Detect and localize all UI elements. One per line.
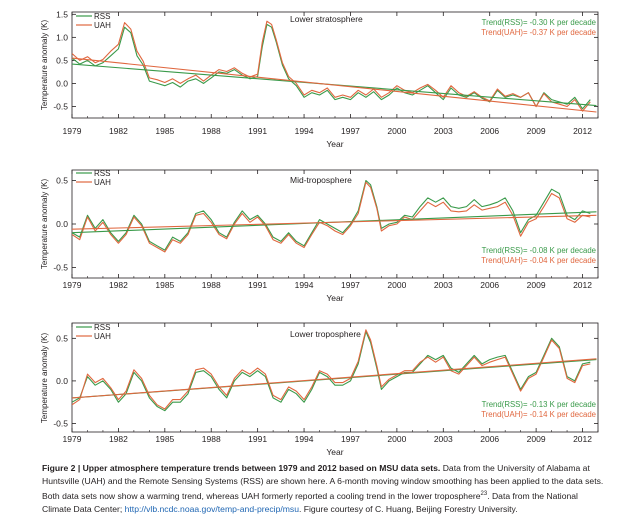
x-tick-label: 1991 (248, 434, 267, 444)
x-tick-label: 1997 (341, 280, 360, 290)
x-tick-label: 2003 (434, 126, 453, 136)
x-tick-label: 2003 (434, 280, 453, 290)
y-axis-label: Temperature anomaly (K) (40, 333, 49, 424)
legend-label-rss: RSS (94, 12, 110, 21)
x-tick-label: 1991 (248, 126, 267, 136)
caption-link[interactable]: http://vlb.ncdc.noaa.gov/temp-and-precip… (124, 503, 299, 514)
y-axis-label: Temperature anomaly (K) (40, 179, 49, 270)
y-tick-label: -0.5 (53, 418, 68, 428)
trend-annotation-rss: Trend(RSS)= -0.30 K per decade (482, 18, 596, 27)
y-tick-label: -0.5 (53, 101, 68, 111)
series-line-uah (72, 181, 591, 253)
chart-panel-2: -0.5 0.0 0.5 1979 1982 1985 1988 1991 1994 1997 20… (40, 169, 599, 303)
panel-title: Mid-troposphere (290, 175, 352, 185)
trend-annotation-uah: Trend(UAH)= -0.37 K per decade (481, 28, 596, 37)
trend-annotation-uah: Trend(UAH)= -0.04 K per decade (481, 256, 596, 265)
x-tick-label: 1985 (155, 280, 174, 290)
x-tick-label: 1988 (202, 434, 221, 444)
x-tick-label: 2012 (573, 434, 592, 444)
caption-label: Figure 2 | Upper atmosphere temperature … (42, 463, 441, 473)
legend-label-rss: RSS (94, 169, 110, 178)
y-tick-label: 0.5 (56, 175, 68, 185)
x-tick-label: 1997 (341, 126, 360, 136)
trend-annotation-rss: Trend(RSS)= -0.13 K per decade (482, 400, 596, 409)
y-tick-label: 0.0 (56, 376, 68, 386)
x-tick-label: 1991 (248, 280, 267, 290)
x-tick-label: 1988 (202, 280, 221, 290)
x-tick-label: 1994 (295, 280, 314, 290)
series-line-rss (72, 330, 591, 412)
y-axis-label: Temperature anomaly (K) (40, 20, 49, 111)
x-tick-label: 2006 (480, 280, 499, 290)
x-tick-label: 1979 (63, 434, 82, 444)
trend-annotation-uah: Trend(UAH)= -0.14 K per decade (481, 410, 596, 419)
y-tick-label: 1.5 (56, 9, 68, 19)
x-tick-label: 2006 (480, 434, 499, 444)
x-tick-label: 1982 (109, 126, 128, 136)
y-tick-label: -0.5 (53, 263, 68, 273)
legend-label-uah: UAH (94, 332, 111, 341)
x-tick-label: 2003 (434, 434, 453, 444)
trend-annotation-rss: Trend(RSS)= -0.08 K per decade (482, 246, 596, 255)
trend-line-uah (72, 214, 597, 230)
x-tick-label: 2000 (387, 280, 406, 290)
figure-canvas: -0.5 0.0 0.5 1.0 1.5 1979 1982 1985 1988 1991 1994… (40, 9, 599, 457)
x-tick-label: 2012 (573, 126, 592, 136)
series-line-uah (72, 329, 591, 410)
x-tick-label: 2006 (480, 126, 499, 136)
x-axis-label: Year (326, 139, 343, 149)
x-tick-label: 1988 (202, 126, 221, 136)
trend-line-uah (72, 57, 597, 113)
x-tick-label: 1979 (63, 126, 82, 136)
x-tick-label: 2009 (527, 434, 546, 444)
legend-label-uah: UAH (94, 178, 111, 187)
series-line-rss (72, 179, 591, 251)
caption-text-2: . Data from the National Climate Data Ce… (42, 490, 578, 514)
x-axis-label: Year (326, 293, 343, 303)
x-tick-label: 1994 (295, 434, 314, 444)
caption-text-3: . Figure courtesy of C. Huang, Beijing F… (299, 503, 518, 514)
x-tick-label: 2000 (387, 434, 406, 444)
chart-panel-3: -0.5 0.0 0.5 1979 1982 1985 1988 1991 1994 1997 20… (40, 322, 599, 457)
x-axis-label: Year (326, 447, 343, 457)
x-tick-label: 1994 (295, 126, 314, 136)
x-tick-label: 2000 (387, 126, 406, 136)
caption-text-1: Data from the University of Alabama at H… (42, 463, 604, 501)
x-tick-label: 1979 (63, 280, 82, 290)
series-line-uah (72, 20, 591, 112)
series-line-rss (72, 23, 591, 110)
trend-line-uah (72, 358, 597, 399)
legend-label-rss: RSS (94, 323, 110, 332)
chart-panel-1: -0.5 0.0 0.5 1.0 1.5 1979 1982 1985 1988 1991 1994… (40, 9, 599, 149)
x-tick-label: 1985 (155, 434, 174, 444)
x-tick-label: 1982 (109, 280, 128, 290)
caption-reference: 23 (480, 490, 488, 497)
x-tick-label: 1982 (109, 434, 128, 444)
x-tick-label: 2009 (527, 126, 546, 136)
x-tick-label: 1997 (341, 434, 360, 444)
y-tick-label: 1.0 (56, 32, 68, 42)
figure-caption: Figure 2 | Upper atmosphere temperature … (42, 462, 607, 515)
panel-title: Lower troposphere (290, 329, 361, 339)
panel-title: Lower stratosphere (290, 14, 363, 24)
legend-label-uah: UAH (94, 21, 111, 30)
y-tick-label: 0.0 (56, 78, 68, 88)
x-tick-label: 2012 (573, 280, 592, 290)
y-tick-label: 0.5 (56, 55, 68, 65)
x-tick-label: 2009 (527, 280, 546, 290)
y-tick-label: 0.0 (56, 219, 68, 229)
y-tick-label: 0.5 (56, 333, 68, 343)
x-tick-label: 1985 (155, 126, 174, 136)
